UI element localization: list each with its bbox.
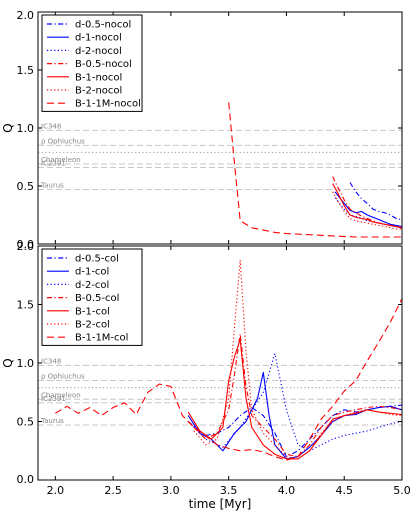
reference-label: IC2391 [41, 159, 66, 167]
series-group [228, 102, 402, 238]
reference-label: Taurus [40, 181, 64, 189]
x-tick-label: 4.0 [278, 484, 296, 497]
legend: d-0.5-col d-1-col d-2-col B-0.5-col B-1-col B… [41, 248, 143, 346]
y-tick-label: 2.0 [17, 240, 35, 253]
reference-label: Taurus [40, 417, 64, 425]
y-axis-title: Q [1, 123, 15, 132]
series-group [55, 259, 402, 461]
y-tick-label: 1.0 [17, 122, 35, 135]
legend-entry: B-1-col [75, 306, 110, 317]
legend-entry: d-2-nocol [75, 46, 122, 57]
series-line-d-0.5-nocol [349, 182, 402, 221]
legend-entry: B-0.5-nocol [75, 59, 132, 70]
legend-entry: B-1-1M-col [75, 333, 128, 344]
x-tick-label: 5.0 [393, 484, 411, 497]
reference-label: Chameleon [41, 391, 81, 399]
legend-entry: d-0.5-col [75, 254, 119, 265]
reference-label: ρ Ophiuchus [41, 137, 85, 145]
y-tick-label: 0.5 [17, 416, 35, 429]
series-line-B-2-col [193, 259, 402, 460]
x-tick-label: 4.5 [335, 484, 353, 497]
y-tick-label: 0.0 [17, 473, 35, 486]
legend-entry: B-0.5-col [75, 293, 119, 304]
y-tick-label: 0.0 [17, 238, 35, 251]
series-line-B-1-col [187, 339, 402, 460]
legend: d-0.5-nocol d-1-nocol d-2-nocol B-0.5-nocol… [41, 14, 143, 112]
x-tick-label: 2.0 [47, 484, 65, 497]
reference-label: ρ Ophiuchus [41, 373, 85, 381]
y-tick-label: 1.5 [17, 64, 35, 77]
y-tick-label: 1.5 [17, 299, 35, 312]
reference-label: IC2391 [41, 395, 66, 403]
series-line-d-1-nocol [334, 191, 402, 228]
x-tick-label: 3.0 [162, 484, 180, 497]
series-line-d-2-col [187, 353, 402, 452]
y-axis-title: Q [1, 358, 15, 367]
y-tick-label: 2.0 [17, 9, 35, 22]
reference-label: Chameleon [41, 156, 81, 164]
legend-entry: B-2-col [75, 320, 110, 331]
series-line-B-1-1M-nocol [228, 102, 402, 238]
legend-entry: d-1-nocol [75, 33, 122, 44]
reference-label: IC348 [41, 122, 61, 130]
x-axis-title: time [Myr] [189, 497, 252, 511]
y-tick-label: 0.5 [17, 180, 35, 193]
legend-entry: B-1-nocol [75, 72, 122, 83]
reference-label: IC348 [41, 357, 61, 365]
x-tick-label: 3.5 [220, 484, 238, 497]
legend-entry: d-0.5-nocol [75, 20, 131, 31]
series-line-B-1-nocol [332, 183, 402, 229]
x-tick-label: 2.5 [104, 484, 122, 497]
legend-entry: B-2-nocol [75, 86, 122, 97]
legend-entry: d-1-col [75, 267, 109, 278]
series-line-B-1-1M-col [55, 298, 402, 461]
y-tick-label: 1.0 [17, 357, 35, 370]
legend-entry: B-1-1M-nocol [75, 99, 141, 110]
series-line-B-0.5-col [193, 333, 402, 458]
legend-entry: d-2-col [75, 280, 109, 291]
series-line-d-1-col [187, 371, 402, 460]
